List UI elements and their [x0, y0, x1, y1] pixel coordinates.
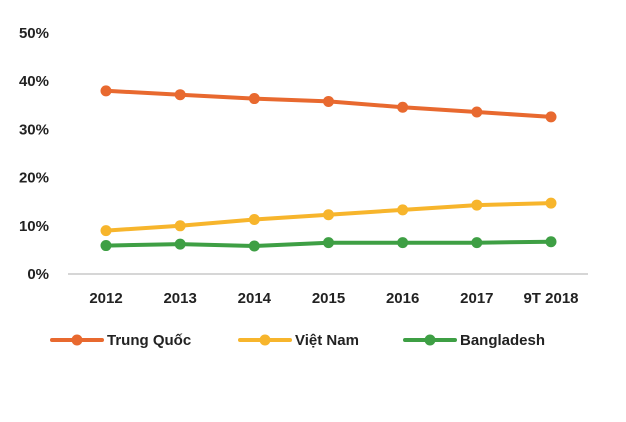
legend-swatch-marker: [424, 334, 436, 346]
series-trung-qu-c: [100, 85, 557, 123]
legend-label: Bangladesh: [460, 332, 545, 349]
data-point: [174, 238, 186, 250]
legend-item: Việt Nam: [238, 332, 359, 349]
legend-item: Trung Quốc: [50, 332, 191, 349]
series-vi-t-nam: [100, 197, 557, 237]
y-tick-label: 40%: [19, 73, 49, 90]
data-point: [323, 209, 334, 221]
series-bangladesh: [100, 236, 557, 252]
y-tick-label: 10%: [19, 218, 49, 235]
data-point: [545, 236, 557, 248]
data-point: [248, 214, 260, 226]
x-tick-label: 2014: [238, 290, 272, 307]
legend-label: Việt Nam: [295, 332, 359, 349]
data-point: [174, 89, 186, 101]
data-point: [471, 199, 483, 211]
data-point: [471, 106, 483, 118]
y-axis-ticks: 0% 10% 20% 30% 40% 50%: [19, 25, 49, 283]
legend-item: Bangladesh: [403, 332, 545, 349]
data-point: [248, 93, 260, 105]
x-axis-ticks: 2012 2013 2014 2015 2016 2017 9T 2018: [89, 290, 578, 307]
x-tick-label: 2017: [460, 290, 493, 307]
y-tick-label: 30%: [19, 121, 49, 138]
data-point: [323, 237, 334, 249]
data-point: [100, 85, 112, 97]
y-tick-label: 20%: [19, 170, 49, 187]
data-point: [545, 197, 557, 209]
legend: Trung Quốc Việt Nam Bangladesh: [50, 332, 545, 349]
x-tick-label: 2012: [89, 290, 122, 307]
x-tick-label: 2015: [312, 290, 345, 307]
y-tick-label: 0%: [27, 266, 49, 283]
legend-swatch-marker: [259, 334, 271, 346]
data-point: [323, 95, 334, 107]
x-tick-label: 2013: [163, 290, 196, 307]
x-tick-label: 2016: [386, 290, 419, 307]
data-point: [100, 225, 112, 237]
legend-swatch-marker: [71, 334, 83, 346]
data-point: [397, 204, 409, 216]
data-point: [545, 111, 557, 123]
legend-label: Trung Quốc: [107, 332, 191, 349]
x-tick-label: 9T 2018: [523, 290, 578, 307]
y-tick-label: 50%: [19, 25, 49, 42]
data-point: [174, 220, 186, 232]
data-point: [100, 240, 112, 252]
data-point: [471, 237, 483, 249]
data-point: [397, 101, 409, 113]
data-point: [397, 237, 409, 249]
series-layer: [100, 85, 557, 252]
data-point: [248, 240, 260, 252]
